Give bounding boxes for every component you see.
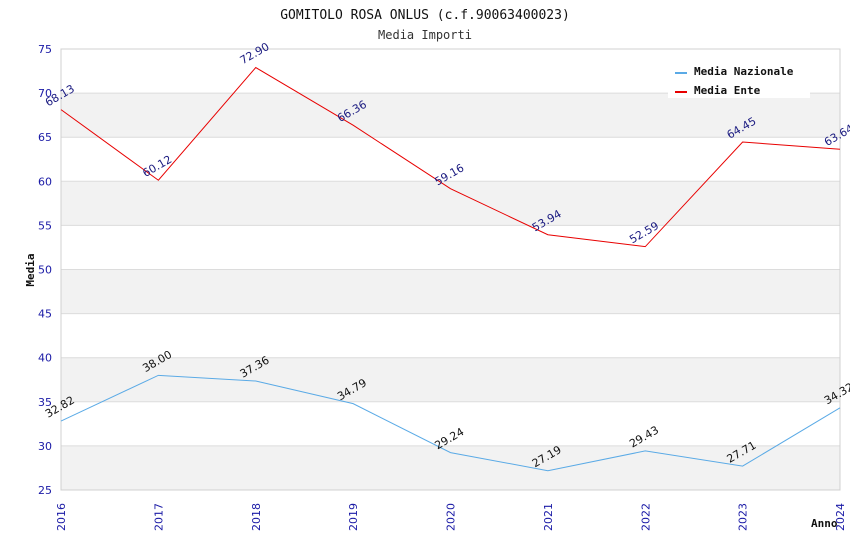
legend: Media Nazionale Media Ente [668,60,810,98]
series-line-media-ente [60,66,841,248]
legend-box [668,60,810,98]
y-tick-30: 30 [38,440,52,453]
band-30 [61,401,840,446]
chart-subtitle: Media Importi [378,28,472,42]
x-axis-title: Anno [811,517,838,530]
y-tick-45: 45 [38,308,52,321]
y-tick-40: 40 [38,352,52,365]
x-tick-2020: 2020 [445,503,458,531]
x-tick-2022: 2022 [639,503,652,531]
x-tick-2023: 2023 [737,503,750,531]
y-tick-50: 50 [38,264,52,277]
band-50 [61,225,840,270]
series-line-media-nazionale [60,374,841,472]
y-tick-65: 65 [38,131,52,144]
x-tick-labels: 2016 2017 2018 2019 2020 2021 2022 2023 2024 [55,503,847,531]
plot-frame [60,48,841,491]
chart-title: GOMITOLO ROSA ONLUS (c.f.90063400023) [280,8,570,23]
y-tick-60: 60 [38,175,52,188]
x-tick-2017: 2017 [152,503,165,531]
y-tick-55: 55 [38,219,52,232]
x-tick-2019: 2019 [347,503,360,531]
band-55 [61,181,840,226]
y-tick-70: 70 [38,87,52,100]
band-60 [61,137,840,182]
band-40 [61,313,840,358]
y-tick-75: 75 [38,43,52,56]
x-tick-2018: 2018 [250,503,263,531]
y-tick-labels: 25 30 35 40 45 50 55 60 65 70 75 [38,43,52,497]
legend-label-nazionale: Media Nazionale [694,65,794,78]
band-45 [61,269,840,314]
band-35 [61,357,840,402]
y-tick-25: 25 [38,484,52,497]
x-tick-2021: 2021 [542,503,555,531]
x-tick-2016: 2016 [55,503,68,531]
plot-bands [61,49,840,490]
band-25 [61,445,840,490]
legend-label-ente: Media Ente [694,84,761,97]
y-axis-title: Media [24,253,37,286]
x-tick-2024: 2024 [834,503,847,531]
series-group [60,66,841,472]
band-65 [61,93,840,138]
y-tick-35: 35 [38,396,52,409]
